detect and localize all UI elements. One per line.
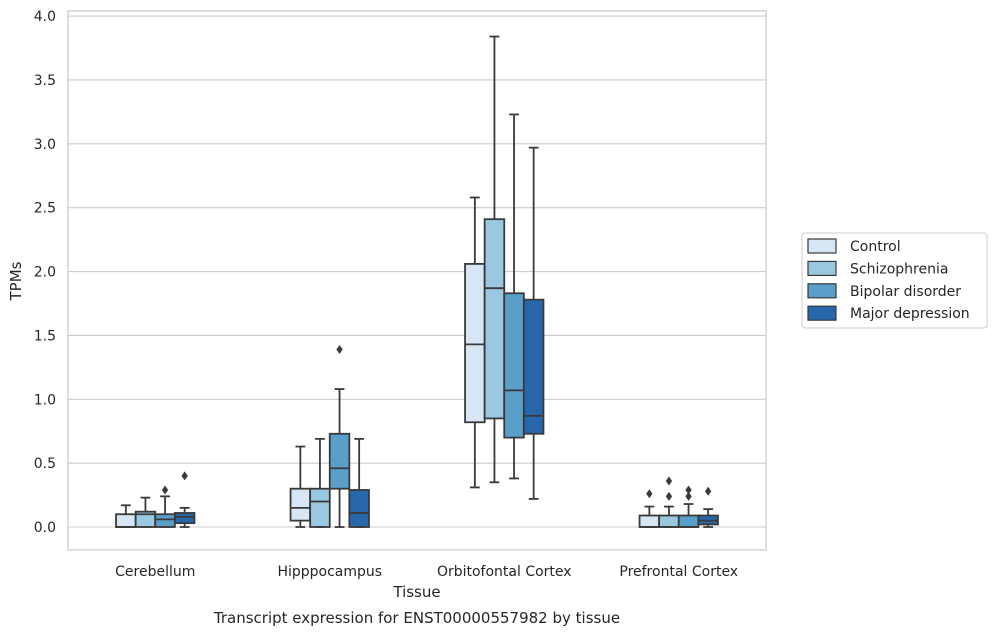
legend: Control Schizophrenia Bipolar disorder Majo… [801,232,988,329]
y-tick-label: 1.0 [34,392,56,408]
box [154,485,176,528]
box-body [328,432,351,490]
box [658,476,680,528]
y-tick-label: 2.5 [34,201,56,217]
box [522,146,545,500]
x-tick-label: Prefrontal Cortex [619,564,738,580]
legend-label: Control [850,239,901,255]
y-tick-label: 2.0 [34,265,56,281]
box-body [289,487,312,522]
outlier-marker [336,344,343,354]
box-body [115,513,137,528]
box-groups [115,35,719,528]
box-body [483,218,506,420]
y-tick-label: 3.5 [34,73,56,89]
box [464,196,486,489]
box [697,486,719,528]
box [115,504,137,528]
box-body [638,514,661,528]
y-tick-label: 1.5 [34,328,56,344]
box-body [348,489,370,528]
x-axis: Cerebellum Hipppocampus Orbitofontal Corte… [115,564,738,580]
x-tick-label: Orbitofontal Cortex [437,564,572,580]
plot-frame [67,10,767,551]
legend-label: Major depression [850,306,970,322]
y-tick-label: 0.0 [34,520,56,536]
y-tick-label: 4.0 [34,9,56,25]
box-body [154,513,176,528]
box-body [658,514,680,528]
y-tick-label: 0.5 [34,456,56,472]
box [309,437,331,528]
y-axis: 0.0 0.5 1.0 1.5 2.0 2.5 3.0 3.5 4.0 [34,9,56,536]
box [503,113,525,480]
legend-swatch [807,260,837,276]
box [328,344,351,528]
box-body [309,487,331,528]
box [483,35,506,484]
box [289,445,312,528]
outlier-marker [685,485,692,495]
box [134,496,157,528]
y-tick-label: 3.0 [34,137,56,153]
box [173,471,196,528]
y-axis-title: TPMs [7,261,25,301]
box-body [677,514,700,528]
legend-swatch [807,305,837,321]
legend-label: Schizophrenia [850,261,948,277]
outlier-marker [665,491,673,501]
outlier-marker [181,471,188,481]
legend-swatch [807,283,837,299]
grid-lines [68,15,766,528]
box-body [464,262,486,424]
chart-caption: Transcript expression for ENST0000055798… [213,609,620,627]
box-body [173,512,196,525]
box [638,489,661,528]
box-body [522,298,545,435]
outlier-marker [685,491,692,501]
box [348,437,370,528]
outlier-marker [705,486,712,496]
legend-swatch [807,238,837,254]
box [677,485,700,528]
x-axis-title: Tissue [392,583,440,601]
box-body [503,292,525,439]
legend-frame [801,232,988,329]
outlier-marker [665,476,673,486]
legend-label: Bipolar disorder [850,284,961,300]
outlier-marker [646,489,653,499]
x-tick-label: Cerebellum [115,564,195,580]
outlier-marker [161,485,169,495]
x-tick-label: Hipppocampus [277,564,382,580]
